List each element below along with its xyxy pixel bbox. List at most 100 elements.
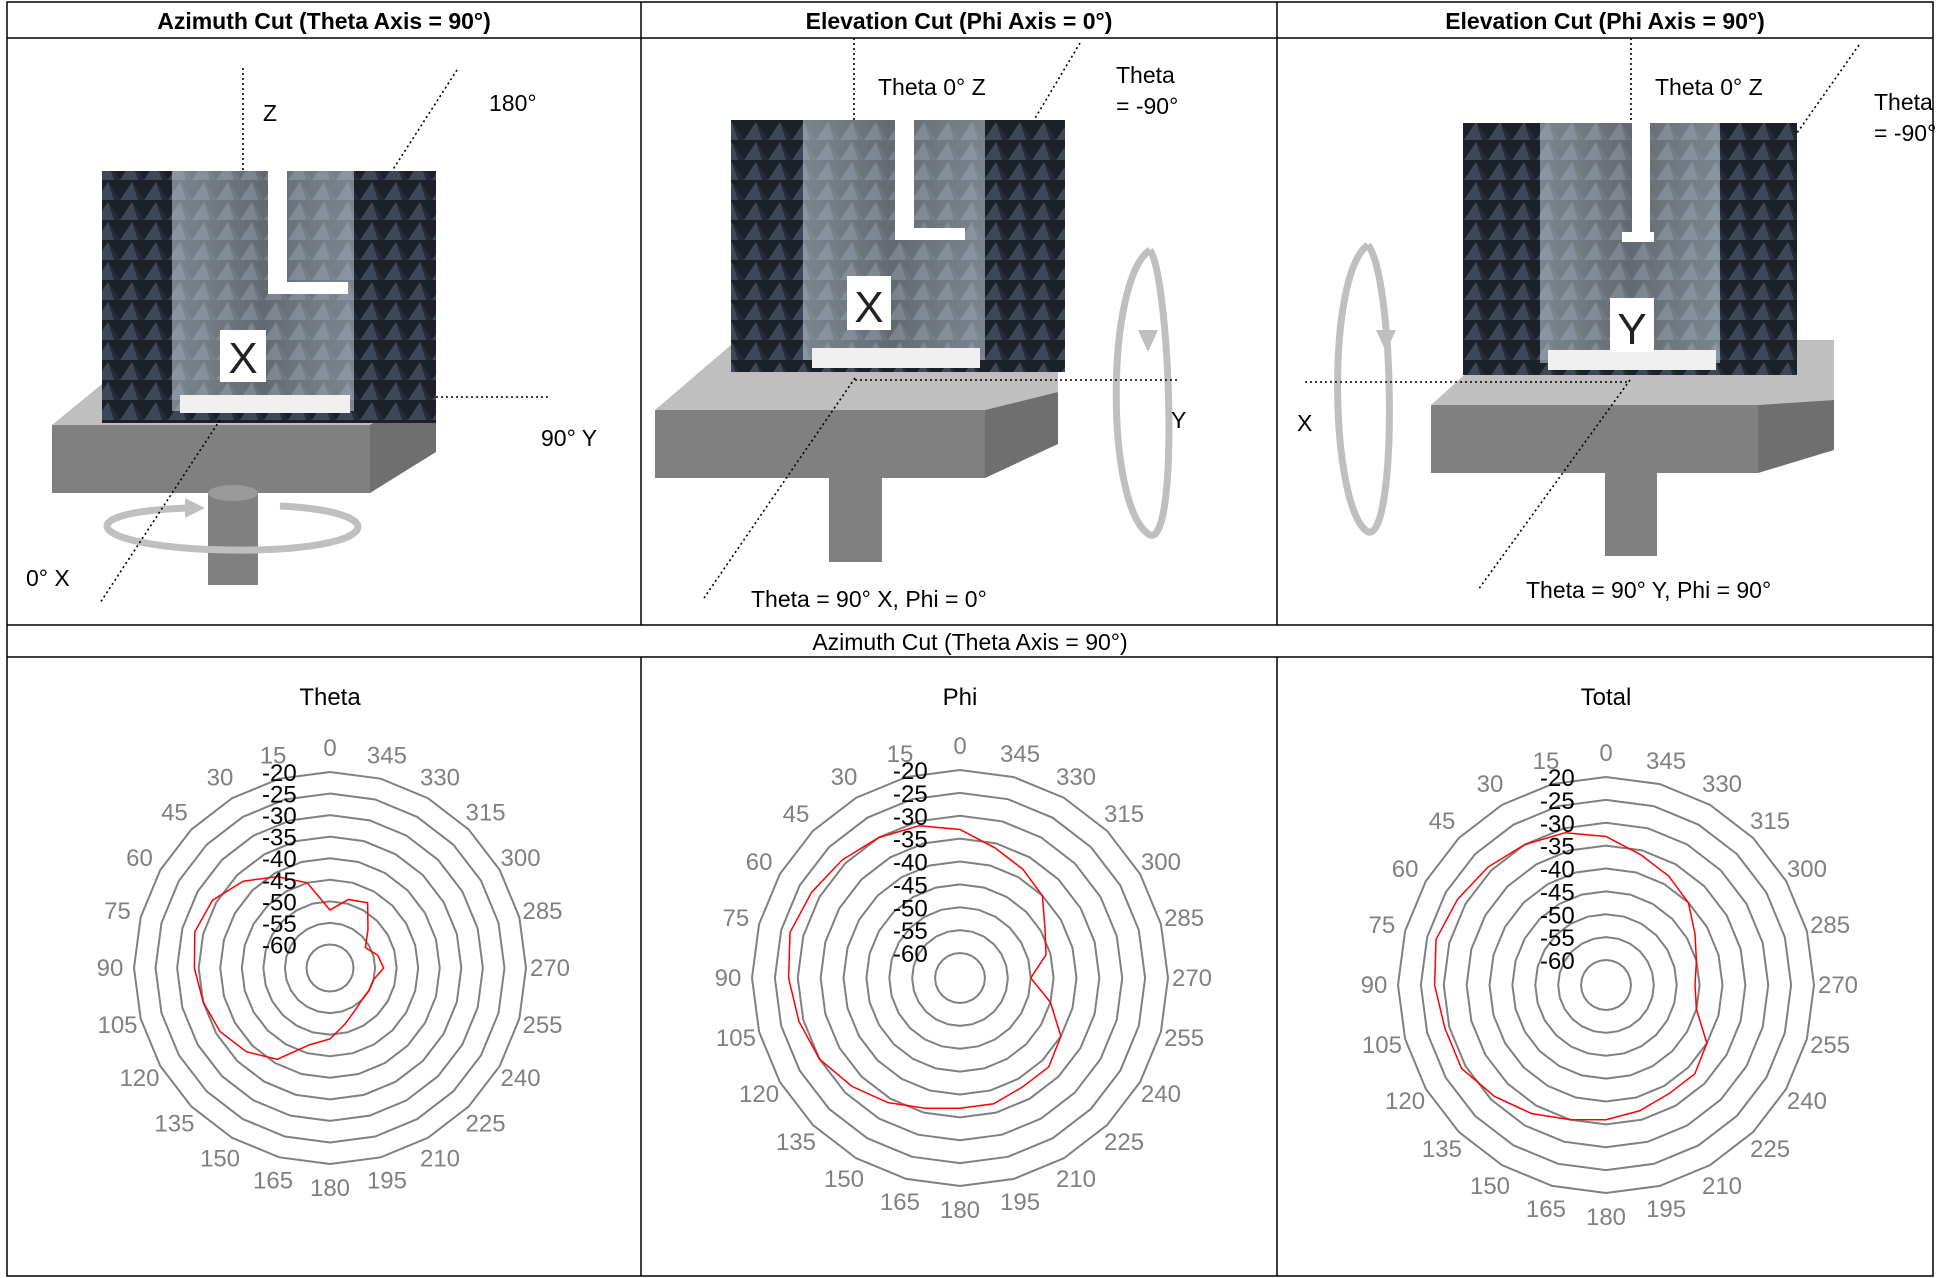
platform-front [52,425,370,493]
dut-photo-azimuth: X [102,171,436,423]
grid-ring [888,906,1032,1050]
angle-tick-label: 255 [522,1012,562,1039]
polar-chart-phi: Phi 0 15 30 45 60 75 90 105 120 135 150 165 180 195 210… [715,684,1212,1224]
pattern-trace [1433,831,1708,1121]
pattern-trace [787,824,1062,1109]
table-frame [6,1,1934,1277]
angle-tick-label: 195 [367,1168,407,1195]
angle-tick-label: 15 [260,742,287,769]
radial-tick-label: -20 [1540,765,1575,792]
angle-tick-label: 240 [501,1065,541,1092]
axis-label-theta-neg90: = -90° [1116,93,1178,119]
grid-ring [262,900,398,1036]
axis-label-theta0-z: Theta 0° Z [878,74,986,100]
angle-tick-label: 165 [253,1168,293,1195]
angle-tick-label: 255 [1164,1025,1204,1052]
grid-ring [842,860,1078,1096]
radial-tick-label: -60 [262,932,297,959]
angle-tick-label: 285 [1810,912,1850,939]
axis-label-theta-neg90: = -90° [1874,120,1936,146]
axis-label-x: X [1297,410,1312,436]
radial-tick-label: -40 [1540,857,1575,884]
angle-tick-label: 300 [1787,856,1827,883]
grid-ring [1511,890,1701,1080]
angle-tick-label: 105 [1362,1032,1402,1059]
angle-tick-label: 180 [940,1197,980,1224]
polar-chart-total: Total 0 15 30 45 60 75 90 105 120 135 150 165 180 195 2… [1361,684,1858,1231]
radial-tick-label: -60 [1540,948,1575,975]
radial-tick-label: -35 [893,827,928,854]
axis-label-z: Z [263,100,277,126]
grid-ring [796,814,1124,1142]
radial-tick-label: -55 [262,911,297,938]
grid-ring [750,768,1170,1188]
axis-label-theta: Theta [1874,89,1933,115]
angle-tick-label: 345 [1646,748,1686,775]
angle-tick-label: 30 [207,764,234,791]
dut-marker-label: Y [1617,305,1646,354]
angle-tick-label: 105 [97,1012,137,1039]
radial-tick-label: -25 [893,781,928,808]
angle-tick-label: 195 [1646,1196,1686,1223]
angle-tick-label: 315 [1750,808,1790,835]
angle-tick-label: 270 [530,955,570,982]
radial-tick-label: -35 [1540,834,1575,861]
angle-tick-label: 120 [1385,1088,1425,1115]
angle-tick-label: 15 [887,741,914,768]
header-bottom-azimuth-cut: Azimuth Cut (Theta Axis = 90°) [812,629,1127,655]
grid-ring [132,770,528,1166]
dut-photo-elevation-phi90: Y [1463,123,1797,375]
grid-ring [865,883,1055,1073]
radial-tick-label: -55 [893,918,928,945]
radial-tick-label: -50 [262,889,297,916]
angle-tick-label: 285 [522,898,562,925]
angle-tick-label: 60 [746,849,773,876]
grid-ring [1419,798,1793,1172]
angle-tick-label: 180 [1586,1204,1626,1231]
grid-ring [1488,867,1724,1103]
grid-ring [1396,775,1816,1195]
grid-ring [934,952,986,1004]
angle-tick-label: 255 [1810,1032,1850,1059]
radial-tick-label: -50 [893,895,928,922]
grid-ring [1580,959,1632,1011]
grid-ring [1442,821,1770,1149]
radial-tick-label: -45 [1540,879,1575,906]
pattern-trace [193,875,385,1061]
dut-marker-label: X [854,283,883,332]
axis-label-theta-180: 180° [489,90,537,116]
header-azimuth-cut: Azimuth Cut (Theta Axis = 90°) [157,8,491,34]
angle-tick-label: 330 [1702,771,1742,798]
angle-tick-label: 45 [161,799,188,826]
angle-tick-label: 45 [1429,808,1456,835]
grid-ring [219,857,441,1079]
angle-tick-label: 120 [739,1081,779,1108]
grid-ring [1534,913,1678,1057]
radial-tick-label: -25 [262,782,297,809]
dut-marker-label: X [228,334,257,383]
radial-tick-label: -40 [262,846,297,873]
angle-tick-label: 150 [824,1166,864,1193]
chart-title: Theta [299,684,361,711]
setup-azimuth: X Z 180° 90° Y 0° X [26,68,597,604]
angle-tick-label: 90 [715,965,742,992]
grid-ring [283,921,377,1015]
angle-tick-label: 150 [200,1146,240,1173]
axis-label-theta90-y-phi90: Theta = 90° Y, Phi = 90° [1526,577,1771,603]
angle-tick-label: 0 [953,733,966,760]
angle-tick-label: 90 [1361,972,1388,999]
radial-tick-label: -30 [1540,811,1575,838]
radial-tick-label: -30 [893,804,928,831]
angle-tick-label: 30 [831,764,858,791]
angle-tick-label: 120 [119,1065,159,1092]
angle-tick-label: 15 [1533,748,1560,775]
rotation-arrow-elevation [1112,247,1173,539]
angle-tick-label: 150 [1470,1173,1510,1200]
grid-ring [240,878,420,1058]
angle-tick-label: 135 [154,1111,194,1138]
angle-tick-label: 0 [1599,740,1612,767]
axis-label-y: Y [1171,407,1186,433]
angle-tick-label: 60 [1392,856,1419,883]
rotation-arrow-azimuth [103,502,362,554]
